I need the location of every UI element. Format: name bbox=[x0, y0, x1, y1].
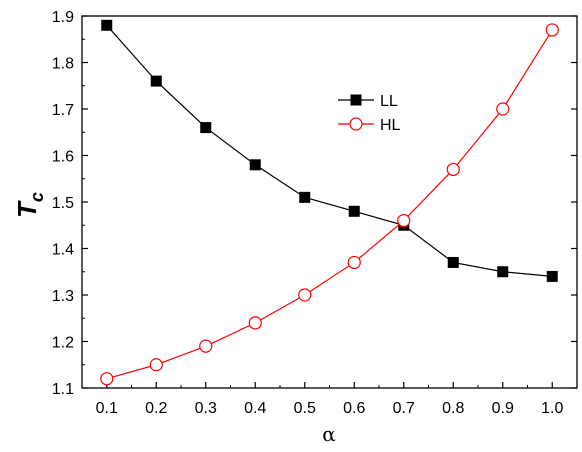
plot-frame bbox=[81, 15, 578, 389]
x-axis-title: α bbox=[322, 422, 336, 446]
x-tick-label: 0.5 bbox=[294, 400, 316, 417]
series-hl bbox=[100, 23, 559, 386]
y-tick-label: 1.7 bbox=[52, 102, 74, 119]
data-point-hl bbox=[100, 372, 114, 386]
x-tick-label: 0.7 bbox=[393, 400, 415, 417]
x-tick-label: 0.3 bbox=[195, 400, 217, 417]
y-tick-label: 1.4 bbox=[52, 242, 74, 259]
y-axis-ticks: 1.1 1.2 1.3 1.4 1.5 1.6 1.7 1.8 1.9 bbox=[52, 9, 88, 398]
data-point-ll bbox=[546, 270, 558, 282]
data-point-hl bbox=[347, 255, 361, 270]
data-point-hl bbox=[298, 288, 312, 302]
series-line-hl bbox=[106, 29, 553, 380]
y-tick-label: 1.5 bbox=[52, 195, 74, 212]
data-point-ll bbox=[249, 159, 261, 171]
x-tick-label: 0.6 bbox=[343, 400, 365, 417]
data-point-ll bbox=[348, 205, 360, 217]
data-point-ll bbox=[497, 266, 509, 278]
data-point-hl bbox=[397, 214, 411, 228]
y-axis-title: Tc bbox=[12, 192, 47, 218]
x-tick-label: 0.8 bbox=[442, 400, 464, 417]
legend-marker-ll bbox=[350, 94, 362, 106]
y-tick-label: 1.8 bbox=[52, 56, 74, 73]
data-point-ll bbox=[200, 122, 212, 134]
x-tick-label: 0.2 bbox=[145, 400, 167, 417]
y-axis-title-sub: c bbox=[27, 192, 47, 202]
data-point-ll bbox=[150, 75, 162, 87]
data-point-hl bbox=[496, 102, 510, 116]
y-axis-title-main: T bbox=[12, 200, 42, 218]
right-axis-ticks bbox=[571, 15, 577, 389]
series-line-ll bbox=[106, 24, 553, 277]
legend-label-hl: HL bbox=[380, 117, 401, 134]
y-tick-label: 1.9 bbox=[52, 9, 74, 26]
data-point-ll bbox=[299, 191, 311, 203]
legend: LL HL bbox=[338, 93, 401, 134]
data-point-hl bbox=[149, 358, 163, 372]
data-point-hl bbox=[199, 339, 213, 353]
data-point-hl bbox=[545, 23, 559, 37]
legend-item-hl: HL bbox=[338, 117, 401, 134]
data-point-ll bbox=[101, 19, 113, 31]
legend-item-ll: LL bbox=[338, 93, 398, 110]
y-tick-label: 1.2 bbox=[52, 335, 74, 352]
legend-label-ll: LL bbox=[380, 93, 398, 110]
series-ll bbox=[101, 19, 558, 282]
series-layer bbox=[100, 19, 559, 386]
y-tick-label: 1.6 bbox=[52, 149, 74, 166]
x-axis-ticks: 0.1 0.2 0.3 0.4 0.5 0.6 0.7 0.8 0.9 1.0 bbox=[96, 382, 563, 417]
y-tick-label: 1.3 bbox=[52, 288, 74, 305]
data-point-hl bbox=[446, 162, 460, 177]
x-tick-label: 1.0 bbox=[541, 400, 563, 417]
data-point-hl bbox=[248, 316, 262, 330]
y-tick-label: 1.1 bbox=[52, 381, 74, 398]
x-tick-label: 0.9 bbox=[492, 400, 514, 417]
x-tick-label: 0.1 bbox=[96, 400, 118, 417]
data-point-ll bbox=[447, 256, 459, 268]
x-tick-label: 0.4 bbox=[244, 400, 266, 417]
legend-marker-hl bbox=[349, 117, 363, 131]
